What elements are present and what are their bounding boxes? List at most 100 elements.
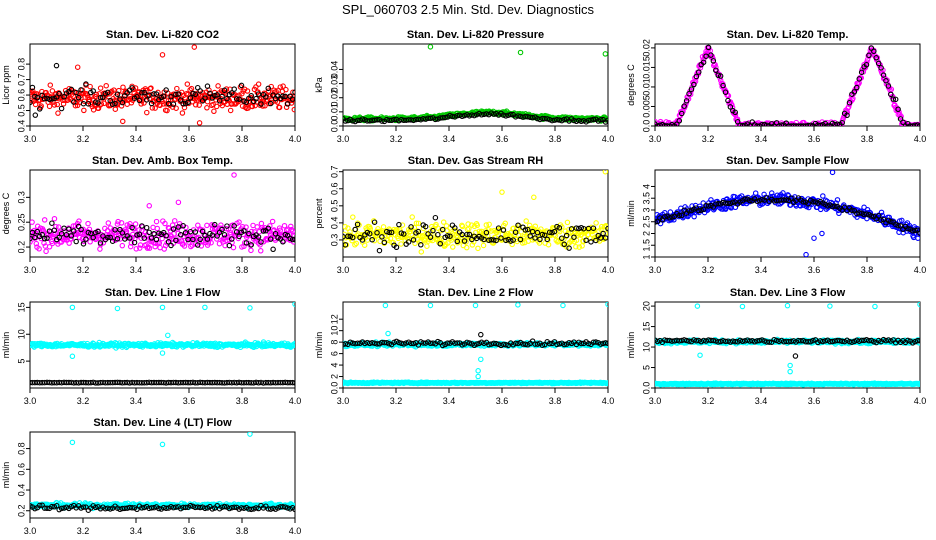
outlier-point [292,302,295,307]
data-point [224,237,230,244]
data-point [503,113,509,119]
data-point [258,101,264,107]
x-tick-label: 3.2 [390,396,403,406]
data-point [343,118,349,124]
x-tick-label: 4.0 [289,134,302,144]
data-point [290,89,295,96]
data-point [761,121,768,126]
data-point [43,89,49,96]
x-tick-label: 3.6 [496,396,509,406]
data-point [875,60,882,67]
data-point [693,73,700,80]
y-tick-label: 2 [329,374,339,379]
data-point [381,339,388,346]
x-tick-label: 3.0 [24,134,37,144]
data-point [442,114,448,121]
data-point [875,213,882,219]
data-point [464,339,470,346]
data-point [214,233,220,239]
data-point [177,97,184,103]
y-tick-label: 0.8 [16,58,26,71]
data-point [493,340,499,347]
data-point [118,103,125,109]
outlier-point [69,304,76,311]
chart-title: Stan. Dev. Li-820 Pressure [407,29,544,41]
y-tick-label: 0.7 [329,165,339,178]
plot-frame [342,43,609,127]
outlier-point [114,305,121,312]
x-tick-label: 3.4 [130,396,143,406]
data-point [481,236,487,243]
data-point [257,248,264,254]
data-point [34,228,41,235]
data-point [696,207,702,214]
data-point [466,225,472,232]
y-axis-label: percent [314,198,324,229]
outlier-point [53,62,60,69]
data-point [525,114,531,120]
x-tick-label: 3.2 [390,134,403,144]
data-point [129,224,135,231]
data-point [844,112,850,119]
data-point [788,123,794,126]
data-point [450,244,456,250]
data-point [802,123,809,126]
data-point [667,209,674,215]
data-point [230,244,237,251]
data-point [285,226,291,232]
data-point [105,89,111,96]
data-point [188,243,194,250]
outlier-point [69,353,76,360]
data-point [61,94,67,100]
outlier-point [515,302,521,308]
data-point [51,215,58,222]
x-tick-label: 4.0 [289,396,302,406]
data-point [170,226,177,232]
data-point [213,236,220,242]
x-tick-label: 3.8 [549,265,562,275]
data-point [510,237,516,243]
data-point [490,237,497,243]
data-point [243,99,250,105]
data-point [747,123,753,126]
data-point [734,118,741,125]
data-point [132,221,139,227]
data-point [566,245,572,251]
outlier-point [159,304,166,311]
data-point [669,214,675,220]
outlier-point [560,302,566,309]
data-point [148,235,155,241]
data-point [864,59,870,65]
data-point [858,69,865,76]
data-point [95,105,102,112]
data-point [888,86,895,93]
y-axis-label: kPa [314,77,324,93]
data-point [109,101,116,108]
data-point [571,234,577,240]
data-point [176,238,182,245]
x-tick-label: 3.2 [77,396,90,406]
data-point [849,207,855,214]
data-point [38,103,44,109]
data-point [81,107,87,114]
data-point [912,227,918,234]
data-point [227,107,234,114]
data-point [405,239,412,245]
x-tick-label: 3.6 [808,265,821,275]
data-point [90,88,96,94]
data-point [371,219,378,225]
data-point [95,100,101,106]
data-point [211,108,217,115]
data-point [55,224,62,230]
data-point [895,106,901,112]
data-point [248,242,254,248]
x-tick-label: 4.0 [602,396,615,406]
data-point [659,121,666,126]
x-tick-label: 3.8 [236,396,249,406]
data-point [30,88,36,94]
y-tick-label: 0.01 [329,103,339,121]
outlier-point [787,368,793,375]
data-point [131,239,138,246]
data-point [878,65,884,71]
